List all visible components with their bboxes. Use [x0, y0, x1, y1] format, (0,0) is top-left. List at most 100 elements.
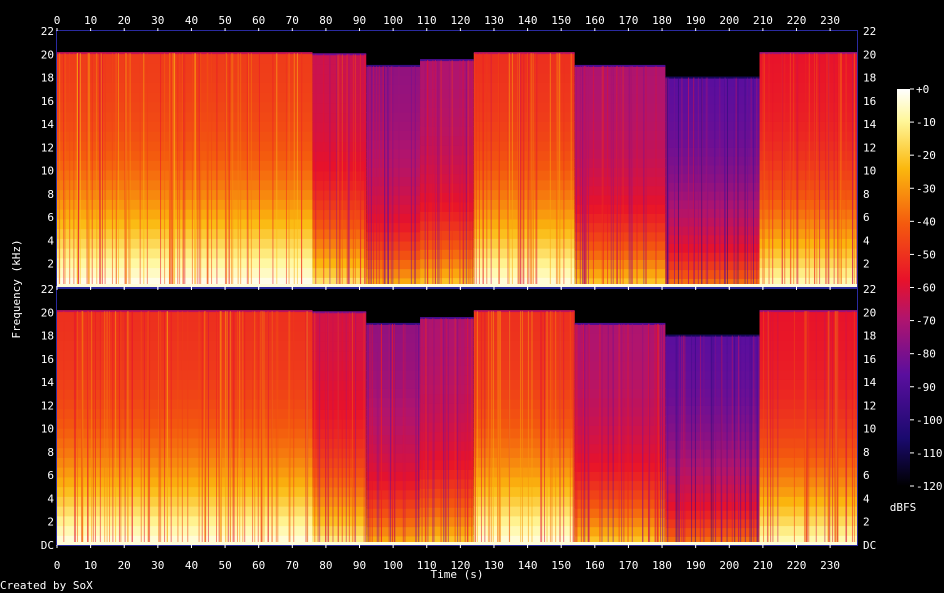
- spectrogram-band: [473, 486, 575, 497]
- spectrogram-segment: [366, 64, 421, 288]
- spectrogram-streak: [319, 312, 321, 545]
- spectrogram-streak: [404, 323, 406, 545]
- spectrogram-band: [665, 147, 760, 157]
- y-tick-label-right: 8: [863, 446, 870, 459]
- spectrogram-streak: [753, 335, 755, 545]
- spectrogram-streak: [677, 77, 679, 287]
- spectrogram-streak: [418, 323, 420, 545]
- spectrogram-band: [665, 379, 760, 389]
- y-tick-label-right: 18: [863, 72, 876, 85]
- spectrogram-band: [57, 428, 313, 439]
- spectrogram-band: [665, 208, 760, 218]
- x-tick-label-bottom: 160: [585, 559, 605, 572]
- spectrogram-band: [473, 359, 575, 371]
- spectrogram-streak: [339, 54, 341, 287]
- spectrogram-streak: [267, 311, 269, 545]
- spectrogram-streak: [705, 77, 707, 287]
- spectrogram-band: [473, 457, 575, 468]
- spectrogram-streak: [599, 323, 601, 545]
- spectrogram-cutoff-edge: [473, 310, 575, 313]
- spectrogram-streak: [835, 311, 837, 545]
- spectrogram-band: [420, 192, 474, 203]
- spectrogram-streak: [588, 323, 590, 545]
- spectrogram-streak: [69, 53, 71, 287]
- spectrogram-streak: [658, 323, 660, 545]
- spectrogram-streak: [463, 60, 465, 288]
- spectrogram-band: [366, 517, 421, 528]
- spectrogram-streak: [756, 77, 758, 287]
- spectrogram-streak: [607, 65, 609, 287]
- x-tick-label-top: 50: [218, 14, 231, 27]
- y-tick-label-right: 2: [863, 516, 870, 529]
- spectrogram-streak: [353, 312, 355, 545]
- spectrogram-cutoff-edge: [57, 310, 313, 313]
- spectrogram-streak: [109, 311, 111, 545]
- spectrogram-streak: [91, 311, 93, 545]
- spectrogram-streak: [654, 323, 656, 545]
- spectrogram-streak: [260, 311, 262, 545]
- spectrogram-band: [57, 330, 313, 341]
- spectrogram-streak: [750, 335, 752, 545]
- spectrogram-streak: [143, 311, 145, 545]
- spectrogram-streak: [507, 53, 509, 287]
- spectrogram-streak: [715, 335, 717, 545]
- spectrogram-streak: [579, 65, 581, 287]
- spectrogram-band: [574, 517, 666, 528]
- spectrogram-band: [57, 525, 313, 536]
- footer-credit: Created by SoX: [0, 579, 93, 592]
- spectrogram-streak: [522, 53, 524, 287]
- spectrogram-streak: [387, 65, 389, 287]
- spectrogram-streak: [575, 323, 577, 545]
- spectrogram-streak: [592, 65, 594, 287]
- spectrogram-streak: [373, 65, 375, 287]
- spectrogram-streak: [314, 312, 316, 545]
- colorbar-tick-label: -110: [916, 447, 943, 460]
- spectrogram-streak: [237, 53, 239, 287]
- spectrogram-streak: [693, 77, 695, 287]
- spectrogram-streak: [467, 60, 469, 288]
- spectrogram-band: [574, 360, 666, 371]
- spectrogram-streak: [803, 311, 805, 545]
- spectrogram-band: [665, 182, 760, 192]
- spectrogram-band: [574, 397, 666, 408]
- spectrogram-streak: [523, 53, 525, 287]
- spectrogram-streak: [816, 53, 818, 287]
- spectrogram-band: [665, 156, 760, 166]
- spectrogram-streak: [380, 323, 382, 545]
- y-tick-label-left: 10: [41, 165, 54, 178]
- spectrogram-streak: [293, 311, 295, 545]
- spectrogram-streak: [438, 60, 440, 288]
- spectrogram-streak: [336, 54, 338, 287]
- spectrogram-streak: [474, 311, 476, 545]
- x-tick-label-bottom: 10: [84, 559, 97, 572]
- spectrogram-band: [665, 510, 760, 520]
- spectrogram-streak: [378, 65, 380, 287]
- spectrogram-streak: [747, 77, 749, 287]
- spectrogram-streak: [111, 53, 113, 287]
- spectrogram-streak: [177, 53, 179, 287]
- spectrogram-streak: [478, 53, 480, 287]
- spectrogram-streak: [540, 311, 542, 545]
- spectrogram-streak: [376, 323, 378, 545]
- spectrogram-segment: [759, 310, 857, 546]
- spectrogram-band: [420, 135, 474, 146]
- spectrogram-streak: [541, 311, 543, 545]
- spectrogram-band: [420, 497, 474, 508]
- spectrogram-streak: [63, 53, 65, 287]
- spectrogram-streak: [630, 65, 632, 287]
- spectrogram-streak: [355, 312, 357, 545]
- spectrogram-band: [759, 140, 857, 152]
- spectrogram-streak: [520, 53, 522, 287]
- spectrogram-band: [366, 535, 421, 546]
- spectrogram-streak: [205, 311, 207, 545]
- y-tick-label-left: 16: [41, 353, 54, 366]
- spectrogram-streak: [660, 323, 662, 545]
- spectrogram-band: [312, 331, 367, 342]
- spectrogram-streak: [173, 53, 175, 287]
- colorbar-tick-label: -70: [916, 315, 936, 328]
- spectrogram-band: [366, 471, 421, 482]
- spectrogram-streak: [106, 311, 108, 545]
- spectrogram-cutoff-edge: [420, 59, 474, 62]
- spectrogram-streak: [115, 53, 117, 287]
- spectrogram-streak: [293, 53, 295, 287]
